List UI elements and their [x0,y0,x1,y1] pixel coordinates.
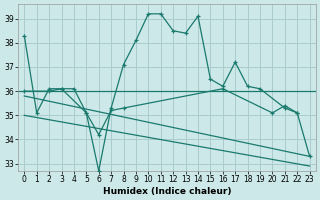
X-axis label: Humidex (Indice chaleur): Humidex (Indice chaleur) [103,187,231,196]
